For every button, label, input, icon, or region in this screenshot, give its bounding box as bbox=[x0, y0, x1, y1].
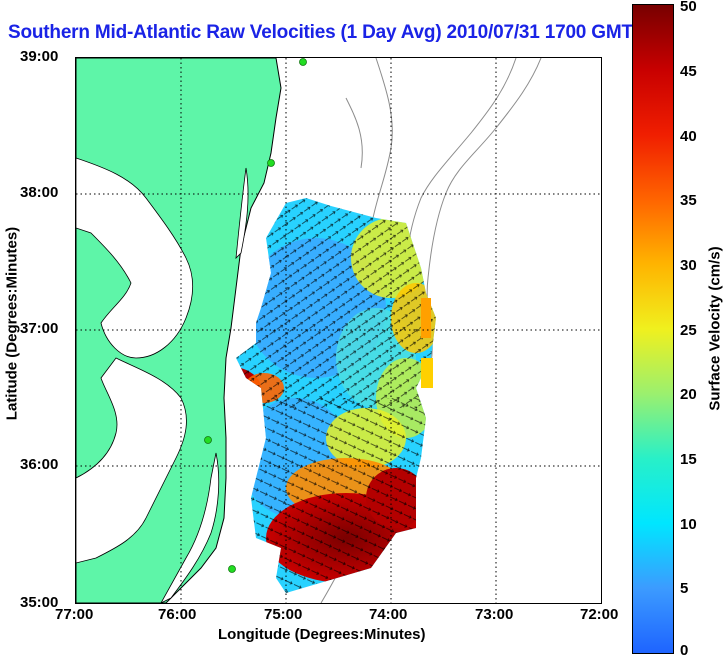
colorbar-tick: 30 bbox=[680, 257, 697, 274]
bay-water bbox=[76, 157, 249, 603]
colorbar-tick: 45 bbox=[680, 63, 697, 80]
y-tick-label: 37:00 bbox=[20, 320, 59, 337]
x-tick-label: 76:00 bbox=[158, 606, 197, 623]
y-axis-title: Latitude (Degrees:Minutes) bbox=[3, 226, 21, 421]
x-tick-label: 73:00 bbox=[475, 606, 514, 623]
y-tick-label: 38:00 bbox=[20, 184, 59, 201]
colorbar-tick: 40 bbox=[680, 128, 697, 145]
radar-stations bbox=[204, 58, 307, 573]
x-tick-label: 74:00 bbox=[369, 606, 408, 623]
y-tick-label: 39:00 bbox=[20, 48, 59, 65]
colorbar-title: Surface Velocity (cm/s) bbox=[706, 246, 724, 411]
colorbar-tick: 25 bbox=[680, 322, 697, 339]
colorbar-tick: 50 bbox=[680, 0, 697, 15]
map-title: Southern Mid-Atlantic Raw Velocities (1 … bbox=[8, 22, 633, 43]
colorbar-tick: 5 bbox=[680, 580, 689, 597]
colorbar-tick: 35 bbox=[680, 192, 697, 209]
x-tick-label: 72:00 bbox=[580, 606, 619, 623]
station-marker bbox=[204, 436, 212, 444]
colorbar-tick: 0 bbox=[680, 642, 689, 659]
y-tick-label: 36:00 bbox=[20, 456, 59, 473]
grid-lines bbox=[76, 58, 601, 603]
station-marker bbox=[228, 565, 236, 573]
colorbar-tick: 15 bbox=[680, 451, 697, 468]
station-marker bbox=[267, 159, 275, 167]
colorbar-tick: 20 bbox=[680, 386, 697, 403]
x-tick-label: 75:00 bbox=[264, 606, 303, 623]
map-canvas bbox=[76, 58, 601, 603]
colorbar bbox=[632, 4, 674, 654]
map-plot[interactable] bbox=[75, 57, 602, 604]
x-tick-label: 77:00 bbox=[55, 606, 94, 623]
station-marker bbox=[299, 58, 307, 66]
colorbar-tick: 10 bbox=[680, 516, 697, 533]
x-axis-title: Longitude (Degrees:Minutes) bbox=[218, 626, 426, 643]
y-tick-label: 35:00 bbox=[20, 594, 59, 611]
